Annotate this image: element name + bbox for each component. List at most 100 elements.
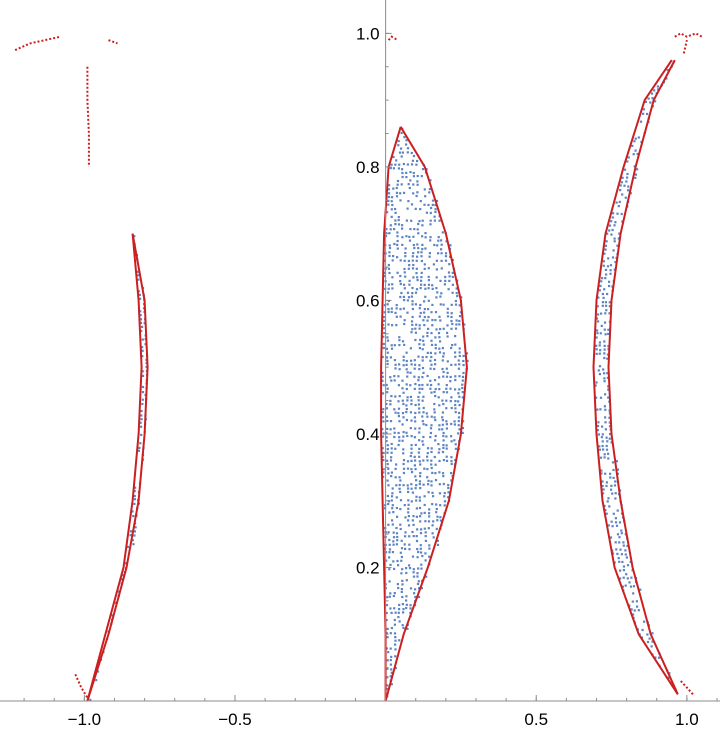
region-point: [387, 299, 390, 303]
region-point: [405, 143, 408, 146]
region-point: [398, 339, 401, 342]
region-point: [389, 228, 392, 231]
region-point: [395, 191, 399, 194]
region-point: [397, 167, 400, 170]
region-point: [411, 555, 415, 558]
region-point: [387, 287, 390, 290]
region-point: [390, 379, 393, 382]
region-point: [402, 416, 405, 419]
region-point: [438, 219, 441, 222]
region-point: [436, 244, 439, 247]
region-point: [404, 516, 407, 519]
region-point: [418, 427, 421, 430]
region-point: [418, 595, 421, 599]
region-point: [437, 396, 440, 399]
region-point: [423, 283, 426, 286]
region-point: [415, 479, 418, 482]
region-point: [388, 595, 391, 598]
region-point: [389, 224, 392, 227]
region-point: [405, 139, 408, 142]
region-point: [458, 375, 461, 378]
region-point: [598, 344, 601, 347]
region-point: [398, 603, 401, 606]
region-point: [417, 355, 420, 358]
region-point: [462, 354, 465, 358]
region-point: [404, 275, 407, 278]
region-point: [434, 210, 437, 214]
region-point: [386, 687, 389, 691]
region-point: [414, 595, 417, 599]
region-point: [385, 559, 388, 562]
region-point: [389, 632, 392, 635]
region-point: [428, 188, 431, 191]
region-point: [381, 371, 384, 374]
region-point: [391, 324, 394, 327]
region-point: [610, 488, 613, 491]
region-point: [454, 335, 457, 338]
region-point: [450, 312, 453, 315]
region-point: [397, 223, 401, 226]
region-point: [627, 189, 630, 192]
region-point: [421, 235, 424, 238]
region-point: [602, 492, 605, 495]
region-point: [421, 348, 424, 351]
region-point: [405, 219, 408, 222]
region-point: [399, 523, 402, 526]
region-point: [430, 463, 433, 466]
region-point: [443, 495, 446, 498]
region-point: [458, 395, 461, 398]
region-point: [603, 252, 606, 255]
region-point: [458, 411, 461, 415]
region-point: [597, 421, 600, 424]
region-point: [390, 347, 394, 350]
region-point: [431, 503, 434, 506]
region-point: [385, 604, 389, 607]
region-point: [419, 515, 422, 518]
region-point: [422, 395, 425, 398]
region-point: [390, 475, 393, 478]
region-point: [457, 392, 460, 395]
region-point: [386, 494, 389, 498]
region-point: [619, 569, 622, 572]
region-point: [418, 411, 421, 414]
region-2-right-boundary: [86, 233, 149, 702]
region-point: [433, 215, 436, 218]
region-point: [397, 375, 400, 378]
region-point: [393, 375, 396, 378]
region-point: [409, 454, 412, 458]
region-point: [137, 449, 140, 452]
region-point: [431, 318, 434, 322]
region-point: [448, 275, 451, 278]
region-point: [393, 618, 396, 622]
region-point: [382, 451, 385, 455]
region-point: [430, 383, 433, 387]
region-point: [386, 448, 389, 451]
region-point: [458, 354, 461, 358]
region-point: [411, 471, 414, 474]
region-point: [419, 544, 422, 547]
region-point: [140, 425, 143, 428]
region-point: [622, 569, 625, 572]
region-point: [381, 411, 384, 414]
region-point: [400, 539, 403, 542]
region-point: [419, 547, 422, 550]
region-point: [421, 420, 424, 423]
region-point: [411, 300, 414, 303]
region-point: [388, 548, 392, 551]
region-point: [442, 459, 445, 462]
region-point: [416, 276, 419, 279]
region-point: [605, 240, 608, 243]
region-point: [451, 322, 454, 326]
region-point: [434, 347, 437, 350]
red-fragment-3: [387, 35, 399, 41]
region-point: [611, 216, 614, 219]
region-point: [628, 581, 631, 584]
region-point: [431, 287, 434, 290]
region-point: [604, 248, 607, 251]
region-point: [435, 507, 438, 511]
region-point: [603, 321, 607, 324]
region-point: [441, 231, 444, 234]
region-point: [599, 396, 603, 399]
region-point: [382, 327, 385, 330]
region-point: [465, 352, 469, 355]
